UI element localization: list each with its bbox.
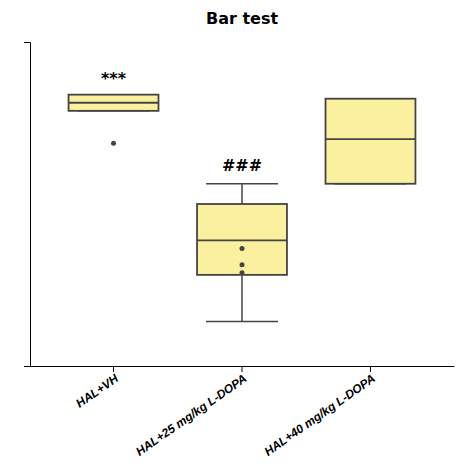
whisker-high: [241, 184, 243, 204]
x-tick-mark: [242, 366, 243, 372]
chart: Bar test HAL+VH HAL+25 mg/kg L-DOPAHAL+40 …: [0, 0, 474, 474]
whisker-cap-high: [206, 183, 278, 185]
x-tick-mark: [370, 366, 371, 372]
annotation: ***: [101, 69, 127, 88]
title: Bar test: [206, 9, 278, 28]
x-tick: HAL+25 mg/kg L-DOPA: [133, 366, 249, 459]
x-tick-label: HAL+VH: [73, 371, 121, 410]
x-tick: HAL+40 mg/kg L-DOPA: [262, 366, 378, 459]
x-tick-label: HAL+40 mg/kg L-DOPA: [262, 371, 378, 458]
median: [326, 138, 416, 140]
x-tick: HAL+VH: [73, 366, 121, 411]
box: [69, 95, 159, 111]
median: [69, 102, 159, 104]
y-axis-line: [24, 43, 31, 367]
median: [197, 240, 287, 242]
whisker-low: [241, 275, 243, 322]
box: [197, 204, 287, 275]
box: [326, 99, 416, 184]
x-tick-mark: [113, 366, 114, 372]
y-axis: [24, 43, 31, 367]
whisker-cap-low: [206, 321, 278, 323]
x-tick-label: HAL+25 mg/kg L-DOPA: [133, 371, 249, 458]
box-group: [197, 184, 287, 322]
box-group: [69, 95, 159, 146]
outlier: [111, 141, 116, 146]
x-axis: HAL+VH HAL+25 mg/kg L-DOPAHAL+40 mg/kg L-…: [31, 366, 455, 459]
outlier: [240, 246, 245, 251]
box-group: [326, 99, 416, 184]
annotation: ###: [222, 156, 262, 175]
outlier: [240, 262, 245, 267]
plot-area: [69, 95, 416, 322]
outlier: [240, 270, 245, 275]
